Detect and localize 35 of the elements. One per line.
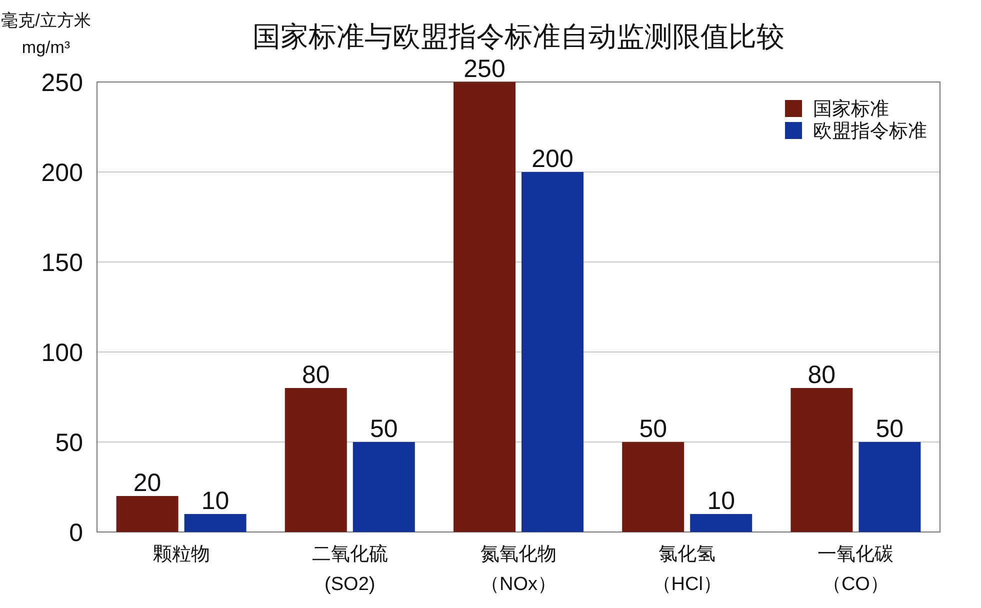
bar bbox=[352, 442, 415, 532]
bar bbox=[184, 514, 246, 532]
data-label: 80 bbox=[808, 361, 836, 389]
y-tick-label: 150 bbox=[41, 249, 83, 277]
y-tick-label: 250 bbox=[41, 69, 83, 97]
data-label: 250 bbox=[464, 55, 506, 83]
y-tick-label: 200 bbox=[41, 159, 83, 187]
data-label: 10 bbox=[201, 487, 230, 515]
x-tick-label: 一氧化碳（CO） bbox=[818, 544, 894, 595]
data-label: 20 bbox=[133, 469, 162, 497]
bar bbox=[790, 388, 853, 532]
bar bbox=[284, 388, 347, 532]
bar bbox=[690, 514, 752, 532]
data-label: 80 bbox=[302, 361, 330, 389]
y-tick-label: 0 bbox=[69, 519, 83, 547]
data-label: 200 bbox=[532, 145, 574, 173]
x-tick-label: 氯化氢（HCl） bbox=[652, 544, 722, 595]
data-label: 10 bbox=[707, 487, 736, 515]
data-label: 50 bbox=[639, 415, 668, 443]
data-label: 50 bbox=[876, 415, 904, 443]
bar bbox=[622, 442, 684, 532]
bar bbox=[116, 496, 178, 532]
x-tick-label: 氮氧化物（NOx） bbox=[480, 544, 556, 595]
legend-label: 欧盟指令标准 bbox=[813, 121, 927, 142]
y-axis-title: 毫克/立方米 mg/m³ bbox=[1, 11, 91, 57]
bar bbox=[522, 172, 584, 532]
bar bbox=[858, 442, 921, 532]
x-tick-label: 二氧化硫(SO2) bbox=[312, 543, 388, 595]
data-label: 50 bbox=[370, 415, 398, 443]
chart-title: 国家标准与欧盟指令标准自动监测限值比较 bbox=[252, 21, 784, 52]
legend-label: 国家标准 bbox=[813, 98, 889, 120]
x-tick-label: 颗粒物 bbox=[152, 544, 210, 565]
bar bbox=[454, 82, 516, 532]
y-tick-label: 50 bbox=[55, 429, 83, 457]
y-tick-label: 100 bbox=[41, 339, 83, 367]
